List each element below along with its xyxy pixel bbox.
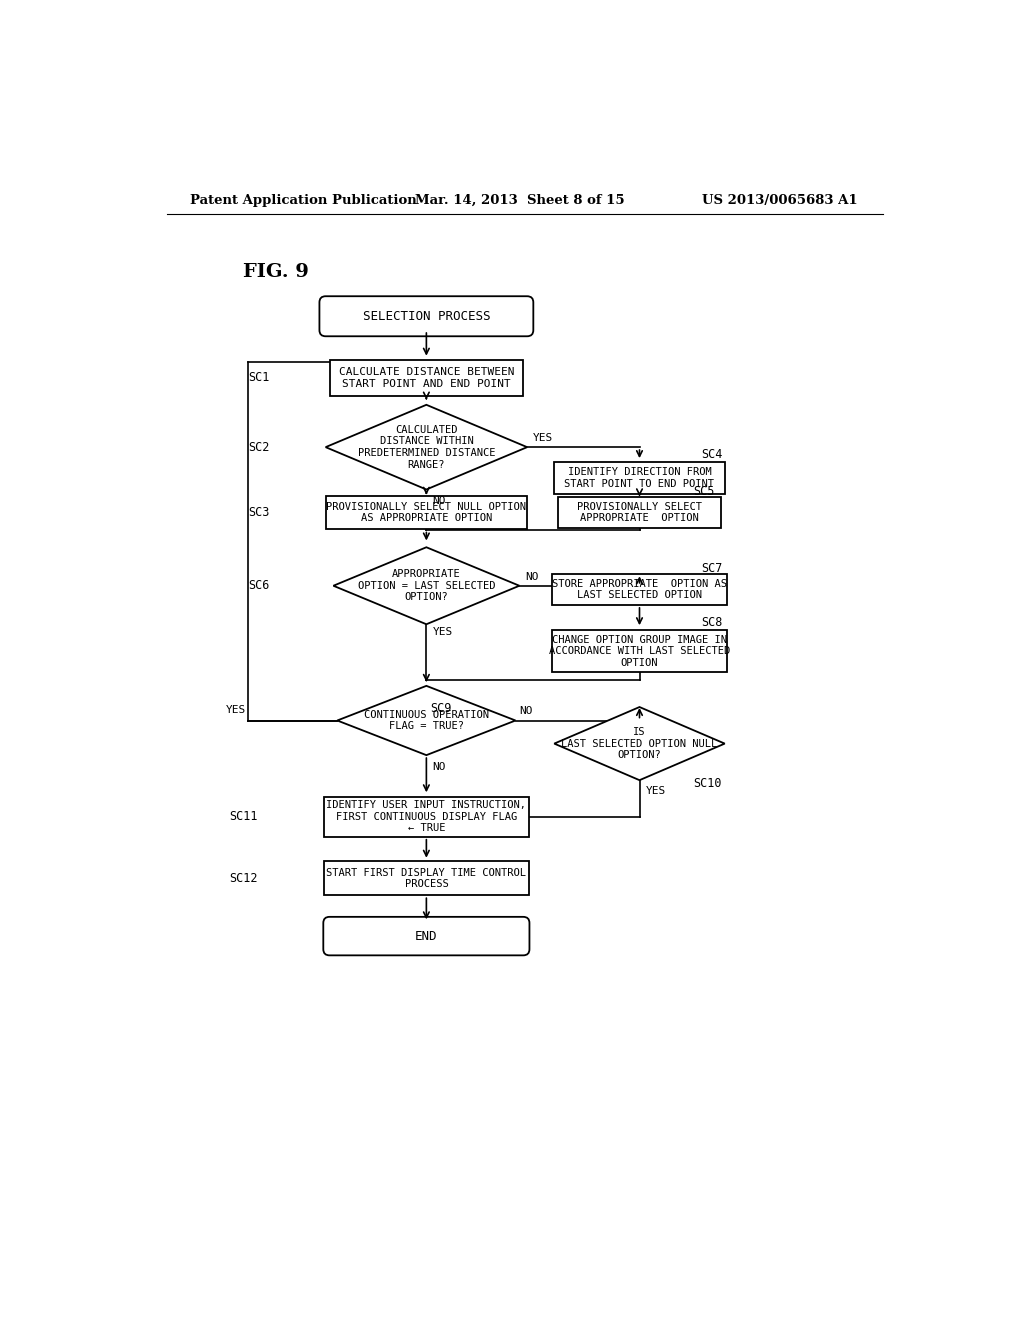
Text: CONTINUOUS OPERATION
FLAG = TRUE?: CONTINUOUS OPERATION FLAG = TRUE? <box>364 710 488 731</box>
Text: SC8: SC8 <box>701 616 723 630</box>
FancyBboxPatch shape <box>324 917 529 956</box>
Text: NO: NO <box>519 706 532 717</box>
Bar <box>552 630 727 672</box>
Text: IDENTIFY DIRECTION FROM
START POINT TO END POINT: IDENTIFY DIRECTION FROM START POINT TO E… <box>564 467 715 488</box>
Text: NO: NO <box>525 572 539 582</box>
Bar <box>330 360 523 396</box>
Text: SC12: SC12 <box>228 871 257 884</box>
Text: YES: YES <box>646 787 666 796</box>
Text: SELECTION PROCESS: SELECTION PROCESS <box>362 310 490 323</box>
Text: START FIRST DISPLAY TIME CONTROL
PROCESS: START FIRST DISPLAY TIME CONTROL PROCESS <box>327 867 526 890</box>
Text: NO: NO <box>432 496 446 506</box>
Text: SC3: SC3 <box>248 506 269 519</box>
Text: NO: NO <box>432 762 446 772</box>
Polygon shape <box>326 405 527 490</box>
Text: YES: YES <box>432 627 453 638</box>
Polygon shape <box>554 708 725 780</box>
Text: IS
LAST SELECTED OPTION NULL
OPTION?: IS LAST SELECTED OPTION NULL OPTION? <box>561 727 718 760</box>
Text: PROVISIONALLY SELECT NULL OPTION
AS APPROPRIATE OPTION: PROVISIONALLY SELECT NULL OPTION AS APPR… <box>327 502 526 524</box>
Text: STORE APPROPRIATE  OPTION AS
LAST SELECTED OPTION: STORE APPROPRIATE OPTION AS LAST SELECTE… <box>552 578 727 601</box>
Polygon shape <box>337 686 515 755</box>
Text: SC4: SC4 <box>701 449 723 462</box>
Text: SC1: SC1 <box>248 371 269 384</box>
Text: SC5: SC5 <box>693 484 715 498</box>
Text: END: END <box>415 929 437 942</box>
Bar <box>554 462 725 494</box>
Bar <box>324 797 529 837</box>
Bar <box>558 498 721 528</box>
Text: SC11: SC11 <box>228 810 257 824</box>
Text: APPROPRIATE
OPTION = LAST SELECTED
OPTION?: APPROPRIATE OPTION = LAST SELECTED OPTIO… <box>357 569 496 602</box>
Text: SC10: SC10 <box>693 777 722 791</box>
Text: Mar. 14, 2013  Sheet 8 of 15: Mar. 14, 2013 Sheet 8 of 15 <box>415 194 625 207</box>
Bar <box>326 496 527 529</box>
Text: FIG. 9: FIG. 9 <box>243 264 308 281</box>
Bar <box>324 862 529 895</box>
Text: SC6: SC6 <box>248 579 269 593</box>
Bar <box>552 574 727 605</box>
Text: SC2: SC2 <box>248 441 269 454</box>
Text: CALCULATED
DISTANCE WITHIN
PREDETERMINED DISTANCE
RANGE?: CALCULATED DISTANCE WITHIN PREDETERMINED… <box>357 425 496 470</box>
Text: YES: YES <box>534 433 554 444</box>
Text: US 2013/0065683 A1: US 2013/0065683 A1 <box>701 194 857 207</box>
Text: Patent Application Publication: Patent Application Publication <box>190 194 417 207</box>
Text: SC7: SC7 <box>701 561 723 574</box>
Text: CHANGE OPTION GROUP IMAGE IN
ACCORDANCE WITH LAST SELECTED
OPTION: CHANGE OPTION GROUP IMAGE IN ACCORDANCE … <box>549 635 730 668</box>
Text: PROVISIONALLY SELECT
APPROPRIATE  OPTION: PROVISIONALLY SELECT APPROPRIATE OPTION <box>577 502 702 524</box>
Text: SC9: SC9 <box>430 702 452 714</box>
Text: CALCULATE DISTANCE BETWEEN
START POINT AND END POINT: CALCULATE DISTANCE BETWEEN START POINT A… <box>339 367 514 388</box>
Polygon shape <box>334 548 519 624</box>
Text: IDENTIFY USER INPUT INSTRUCTION,
FIRST CONTINUOUS DISPLAY FLAG
← TRUE: IDENTIFY USER INPUT INSTRUCTION, FIRST C… <box>327 800 526 833</box>
FancyBboxPatch shape <box>319 296 534 337</box>
Text: YES: YES <box>225 705 246 714</box>
